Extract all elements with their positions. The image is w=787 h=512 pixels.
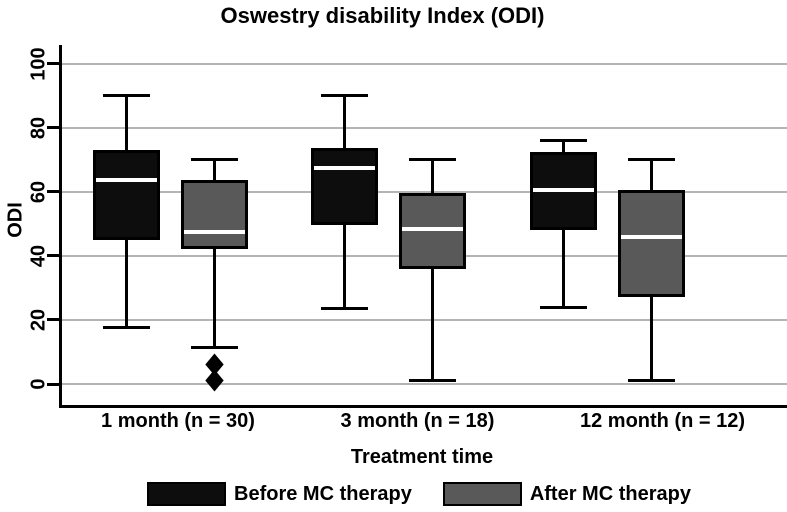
box-after-group1 (180, 180, 248, 250)
y-tick-mark (47, 382, 59, 386)
median-line (95, 178, 157, 183)
chart-title: Oswestry disability Index (ODI) (220, 3, 545, 28)
whisker-cap-low (102, 326, 150, 330)
legend-spacer (420, 494, 435, 495)
x-axis-title: Treatment time (350, 446, 494, 468)
y-tick-mark (47, 62, 59, 65)
whisker-cap-low (190, 345, 238, 349)
y-tick-mark (47, 126, 59, 130)
x-tick-label-1month: 1 month (n = 30) (101, 410, 255, 432)
whisker-cap-low (321, 307, 368, 311)
legend-label-after: After MC therapy (529, 482, 691, 505)
y-axis-title: ODI (4, 202, 27, 238)
whisker-cap-high (540, 138, 587, 142)
legend-label-before: Before MC therapy (234, 482, 412, 505)
x-tick-label-12month: 12 month (n = 12) (579, 410, 746, 432)
whisker-cap-low (628, 379, 675, 383)
whisker-cap-low (409, 379, 456, 383)
box-after-group3 (618, 190, 685, 298)
legend: Before MC therapy After MC therapy (147, 482, 691, 506)
whisker-cap-high (102, 94, 150, 98)
plot-area (59, 45, 787, 408)
whisker-cap-high (628, 158, 675, 162)
outlier-diamond (204, 369, 224, 392)
whisker-cap-high (321, 94, 368, 98)
gridline (62, 126, 787, 129)
legend-swatch-before (147, 482, 226, 506)
gridline (62, 190, 787, 193)
whisker-cap-high (190, 158, 238, 162)
gridline (62, 318, 787, 321)
x-tick-label-3month: 3 month (n = 18) (340, 410, 495, 432)
whisker-stem (431, 159, 434, 381)
median-line (314, 165, 375, 170)
y-tick-mark (47, 318, 59, 322)
gridline (62, 62, 787, 65)
whisker-stem (212, 159, 216, 348)
legend-swatch-after (442, 482, 522, 506)
y-tick-mark (47, 254, 59, 258)
gridline (62, 383, 787, 385)
box-before-group1 (92, 150, 160, 240)
y-tick-mark (47, 190, 59, 194)
median-line (183, 229, 245, 234)
median-line (402, 226, 463, 231)
median-line (533, 188, 594, 193)
median-line (621, 234, 682, 239)
whisker-cap-low (540, 305, 587, 309)
box-after-group2 (399, 193, 466, 269)
whisker-cap-high (409, 158, 456, 162)
box-before-group2 (311, 148, 378, 226)
